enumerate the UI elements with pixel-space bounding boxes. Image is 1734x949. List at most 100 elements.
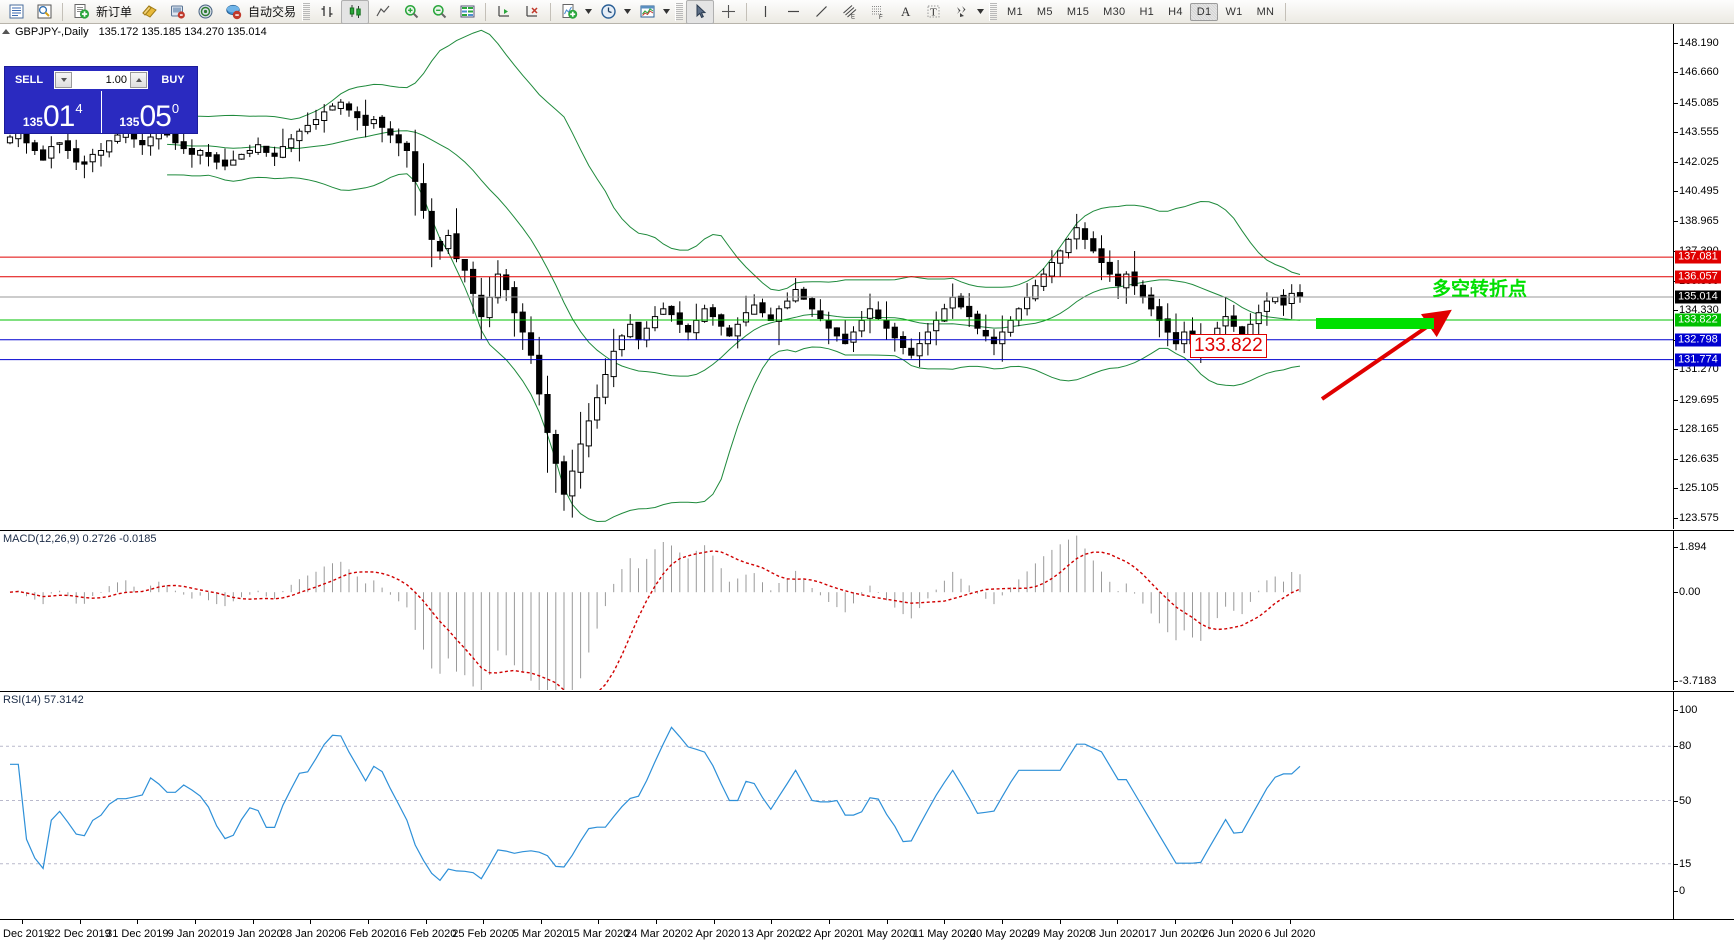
rsi-plot-area[interactable]: RSI(14) 57.3142 <box>0 692 1734 920</box>
timeframe-h1[interactable]: H1 <box>1139 5 1155 18</box>
toolbar-grip[interactable] <box>302 2 311 21</box>
timeframe-h4[interactable]: H4 <box>1168 5 1183 18</box>
indicators-button[interactable] <box>555 0 583 24</box>
autotrading-label[interactable]: 自动交易 <box>248 5 297 19</box>
price-plot-area[interactable]: 多空转折点 133.822 <box>0 24 1734 529</box>
one-click-trading-panel[interactable]: SELL 1.00 BUY 135 01 4 135 05 0 <box>4 66 198 134</box>
trendline-button[interactable] <box>807 0 835 24</box>
signals-button[interactable] <box>191 0 219 24</box>
price-level-label[interactable]: 135.014 <box>1675 290 1721 304</box>
date-tick-label: 28 Jan 2020 <box>279 928 341 940</box>
rsi-pane[interactable]: RSI(14) 57.3142 100 80 50 15 0 <box>0 691 1734 920</box>
sell-button[interactable]: SELL <box>14 74 44 86</box>
trade-panel-prices: 135 01 4 135 05 0 <box>5 91 197 133</box>
autotrading-button[interactable] <box>219 0 247 24</box>
collapse-triangle-icon[interactable] <box>2 29 10 34</box>
date-tick-label: 2 Apr 2020 <box>686 928 741 940</box>
auto-scroll-button[interactable] <box>518 0 546 24</box>
price-tick-label: 126.635 <box>1679 452 1719 465</box>
equidistant-channel-button[interactable]: E <box>835 0 863 24</box>
rsi-indicator-label[interactable]: RSI(14) 57.3142 <box>3 694 84 706</box>
new-order-button[interactable] <box>67 0 95 24</box>
cursor-button[interactable] <box>686 0 715 24</box>
price-level-label[interactable]: 131.774 <box>1675 353 1721 367</box>
main-toolbar: 新订单 自动交易 <box>0 0 1734 24</box>
sell-price-display[interactable]: 135 01 4 <box>5 91 101 133</box>
horizontal-line-button[interactable] <box>779 0 807 24</box>
price-level-label[interactable]: 136.057 <box>1675 270 1721 284</box>
buy-button[interactable]: BUY <box>161 74 185 86</box>
volume-stepper[interactable]: 1.00 <box>54 71 148 89</box>
crosshair-button[interactable] <box>714 0 742 24</box>
axis-tick <box>1674 800 1678 802</box>
arrows-button[interactable] <box>947 0 975 24</box>
buy-price-frac: 0 <box>171 101 180 116</box>
timeframe-w1[interactable]: W1 <box>1225 5 1243 18</box>
zoom-in-button[interactable] <box>397 0 425 24</box>
macd-axis[interactable]: 1.894 0.00 -3.7183 <box>1673 531 1734 690</box>
price-pane[interactable]: 多空转折点 133.822 148.190 146.660 145.085 143.5… <box>0 24 1734 529</box>
chart-shift-button[interactable] <box>490 0 518 24</box>
zoom-out-button[interactable] <box>425 0 453 24</box>
new-order-label[interactable]: 新订单 <box>96 5 133 19</box>
vertical-line-button[interactable] <box>751 0 779 24</box>
timeframe-m30[interactable]: M30 <box>1103 5 1126 18</box>
chart-container[interactable]: GBPJPY-,Daily 135.172 135.185 134.270 13… <box>0 24 1734 949</box>
period-clock-button[interactable] <box>594 0 622 24</box>
macd-indicator-label[interactable]: MACD(12,26,9) 0.2726 -0.0185 <box>3 533 157 545</box>
date-tick-label: 6 Feb 2020 <box>339 928 396 940</box>
date-tick-label: 16 Feb 2020 <box>394 928 457 940</box>
chart-shift-grid-button[interactable] <box>453 0 481 24</box>
axis-tick <box>1674 161 1678 163</box>
date-tick-label: 25 Feb 2020 <box>452 928 514 940</box>
support-zone-rectangle[interactable] <box>1316 318 1434 329</box>
toolbar-grip-3[interactable] <box>989 2 998 21</box>
axis-tick <box>1674 399 1678 401</box>
macd-tick-label: 1.894 <box>1679 541 1707 553</box>
sell-price-big: 135 <box>22 115 43 129</box>
timeframe-m15[interactable]: M15 <box>1066 5 1090 18</box>
macd-plot-area[interactable]: MACD(12,26,9) 0.2726 -0.0185 <box>0 531 1734 690</box>
price-tick-label: 134.330 <box>1679 304 1719 317</box>
price-tag-label[interactable]: 133.822 <box>1190 334 1267 358</box>
timeframe-d1[interactable]: D1 <box>1189 2 1219 21</box>
templates-dropdown-caret[interactable] <box>661 1 672 23</box>
price-level-label[interactable]: 132.798 <box>1675 333 1721 347</box>
volume-decrease-button[interactable] <box>55 72 72 88</box>
macd-pane[interactable]: MACD(12,26,9) 0.2726 -0.0185 1.894 0.00 -3… <box>0 530 1734 690</box>
candlestick-chart-button[interactable] <box>341 0 370 24</box>
expert-advisors-button[interactable] <box>163 0 191 24</box>
templates-button[interactable] <box>633 0 661 24</box>
price-level-label[interactable]: 137.081 <box>1675 250 1721 264</box>
toolbar-divider-4 <box>746 2 748 21</box>
rsi-axis[interactable]: 100 80 50 15 0 <box>1673 692 1734 920</box>
text-label-button[interactable]: T <box>919 0 947 24</box>
data-window-button[interactable] <box>30 0 58 24</box>
timeframe-mn[interactable]: MN <box>1256 5 1275 18</box>
metaeditor-button[interactable] <box>135 0 163 24</box>
toolbar-grip-2[interactable] <box>675 2 684 21</box>
price-tick-label: 138.965 <box>1679 214 1719 227</box>
date-tick <box>656 920 657 924</box>
timeframe-m5[interactable]: M5 <box>1036 5 1053 18</box>
volume-increase-button[interactable] <box>130 72 147 88</box>
arrows-dropdown-caret[interactable] <box>975 1 986 23</box>
indicators-dropdown-caret[interactable] <box>583 1 594 23</box>
turning-point-annotation[interactable]: 多空转折点 <box>1432 278 1528 300</box>
price-level-label[interactable]: 133.822 <box>1675 313 1721 327</box>
fibonacci-button[interactable]: F <box>863 0 891 24</box>
volume-input[interactable]: 1.00 <box>72 72 130 88</box>
buy-price-display[interactable]: 135 05 0 <box>100 91 198 133</box>
bar-chart-button[interactable] <box>313 0 341 24</box>
date-tick <box>194 920 196 924</box>
text-button[interactable]: A <box>891 0 919 24</box>
market-watch-button[interactable] <box>2 0 30 24</box>
timeframe-m1[interactable]: M1 <box>1007 5 1023 18</box>
axis-tick <box>1674 517 1678 519</box>
price-axis[interactable]: 148.190 146.660 145.085 143.555 142.025 140.4… <box>1673 24 1734 529</box>
line-chart-button[interactable] <box>369 0 397 24</box>
date-tick-label: 15 Mar 2020 <box>567 928 630 940</box>
period-dropdown-caret[interactable] <box>622 1 633 23</box>
date-tick-label: 20 May 2020 <box>969 928 1034 940</box>
